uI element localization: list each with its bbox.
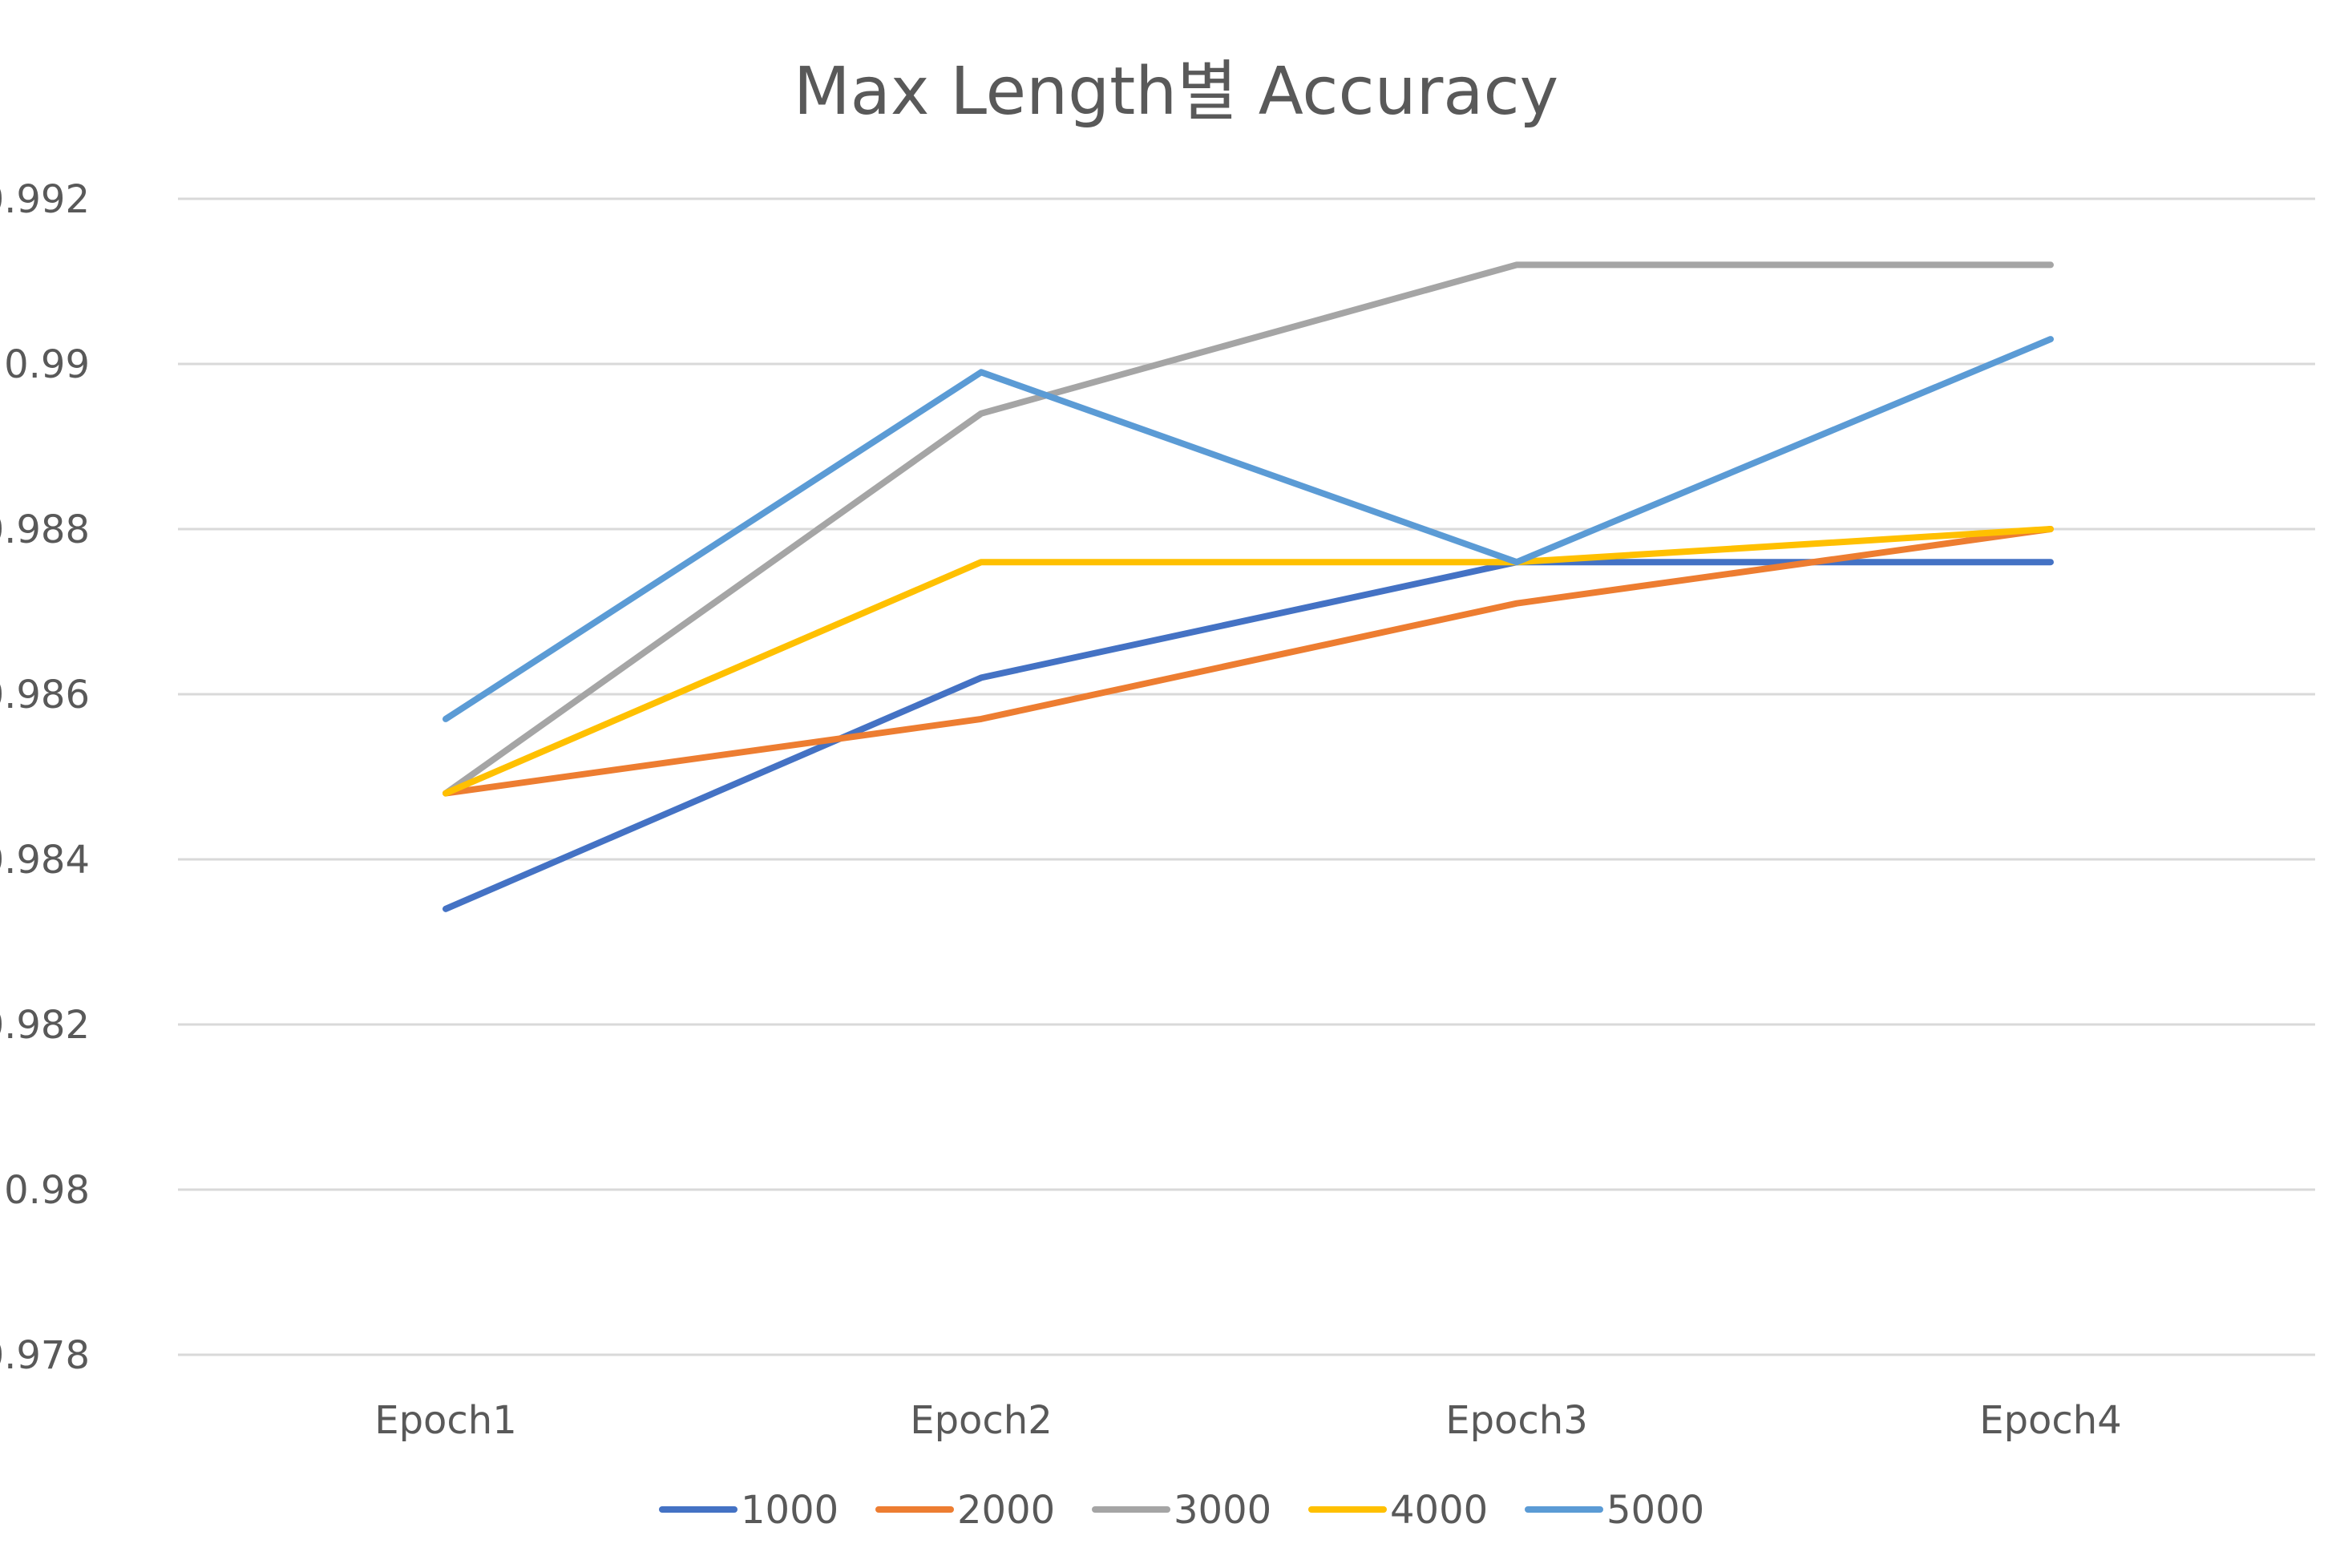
y-tick-label: 0.99 [4,342,90,387]
y-tick-label: 0.978 [0,1333,90,1378]
legend-item-1000: 1000 [659,1488,839,1533]
y-axis-ticks: 0.992 0.99 0.988 0.986 0.984 0.982 0.98 0.978 [0,177,90,1378]
series-line-1000 [443,559,2054,912]
y-tick-label: 0.98 [4,1168,90,1213]
x-tick-label: Epoch4 [1979,1398,2122,1443]
legend-item-3000: 3000 [1092,1488,1271,1533]
series-line-4000 [443,526,2054,797]
x-tick-label: Epoch2 [910,1398,1053,1443]
chart-title: Max Length별 Accuracy [794,54,1558,130]
legend-label: 1000 [741,1488,839,1533]
y-tick-label: 0.986 [0,673,90,717]
legend-label: 2000 [957,1488,1055,1533]
x-axis-ticks: Epoch1 Epoch2 Epoch3 Epoch4 [374,1398,2122,1443]
gridlines [178,197,2315,1356]
y-tick-label: 0.988 [0,507,90,552]
legend: 1000 2000 3000 4000 5000 [659,1488,1704,1533]
x-tick-label: Epoch3 [1445,1398,1588,1443]
series-line-3000 [443,261,2054,797]
legend-item-5000: 5000 [1525,1488,1704,1533]
legend-item-2000: 2000 [875,1488,1055,1533]
x-tick-label: Epoch1 [374,1398,517,1443]
series-line-2000 [443,526,2054,797]
y-tick-label: 0.984 [0,838,90,883]
legend-item-4000: 4000 [1308,1488,1488,1533]
legend-label: 4000 [1390,1488,1488,1533]
series-lines [443,261,2054,912]
series-line-5000 [443,336,2054,722]
y-tick-label: 0.992 [0,177,90,222]
legend-label: 5000 [1606,1488,1704,1533]
y-tick-label: 0.982 [0,1003,90,1048]
legend-label: 3000 [1174,1488,1271,1533]
